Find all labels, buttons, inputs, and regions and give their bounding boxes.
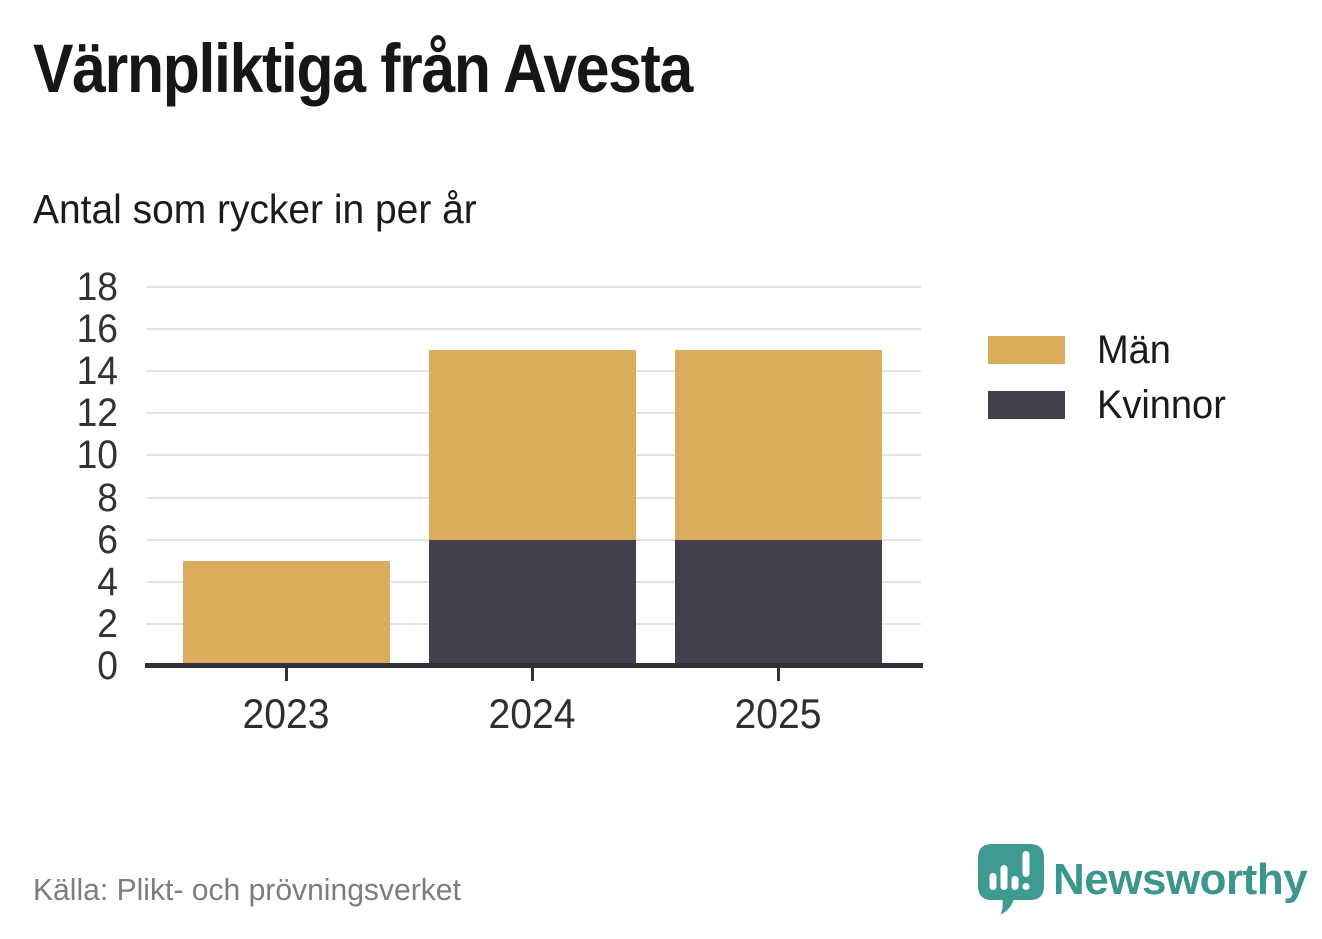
x-tick-2025 (776, 668, 780, 681)
y-tick-label-0: 0 (97, 644, 118, 688)
legend: Män Kvinnor (988, 327, 1233, 440)
x-tick-label-2025: 2025 (734, 690, 822, 737)
bar-segment-man-2024 (428, 350, 636, 540)
x-tick-label-2024: 2024 (488, 690, 576, 737)
y-tick-label-12: 12 (76, 391, 118, 436)
source-note: Källa: Plikt- och prövningsverket (33, 872, 461, 907)
gridline-y18 (146, 286, 921, 288)
plot-area (145, 286, 923, 681)
newsworthy-logo: Newsworthy (977, 843, 1308, 917)
gridline-y16 (146, 328, 921, 331)
x-tick-2024 (530, 668, 534, 681)
x-tick-label-2023: 2023 (242, 690, 330, 737)
legend-label: Män (1097, 327, 1171, 372)
newsworthy-speech-bubble-chart-icon (978, 844, 1044, 915)
y-tick-label-2: 2 (97, 601, 118, 646)
y-axis-labels: 0 2 4 6 8 10 12 14 16 18 (20, 265, 118, 688)
x-axis-line (145, 663, 923, 668)
y-tick-label-8: 8 (97, 475, 118, 520)
legend-item-mn: Män (988, 327, 1233, 372)
y-tick-label-4: 4 (97, 559, 118, 604)
x-tick-2023 (284, 668, 288, 681)
legend-item-kvinnor: Kvinnor (988, 382, 1233, 427)
y-tick-label-18: 18 (76, 265, 118, 309)
bar-segment-kvinnor-2025 (674, 539, 882, 666)
bar-segment-man-2025 (674, 350, 882, 540)
bar-segment-kvinnor-2024 (428, 539, 636, 666)
y-tick-label-14: 14 (76, 349, 118, 394)
chart-title: Värnpliktiga från Avesta (33, 30, 693, 107)
chart-subtitle: Antal som rycker in per år (33, 186, 477, 232)
y-tick-label-16: 16 (76, 307, 118, 352)
legend-swatch (988, 336, 1065, 364)
y-tick-label-10: 10 (76, 433, 118, 478)
x-axis-labels: 2023 2024 2025 (146, 690, 921, 740)
bar-segment-man-2023 (182, 560, 390, 666)
legend-label: Kvinnor (1097, 382, 1226, 427)
legend-swatch (988, 391, 1065, 419)
brand-name: Newsworthy (1053, 855, 1308, 904)
y-tick-label-6: 6 (97, 517, 118, 562)
